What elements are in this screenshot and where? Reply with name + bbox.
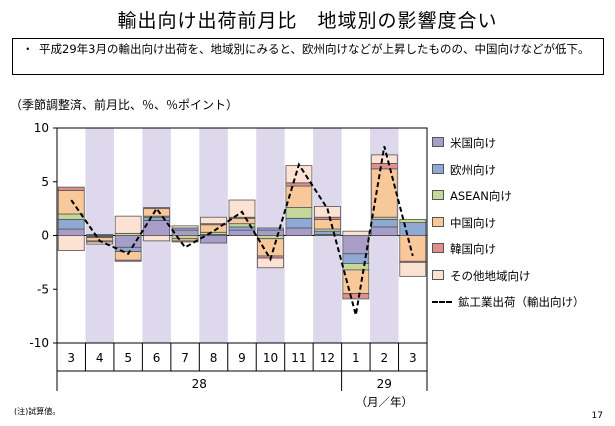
x-tick-label: 1 [352, 351, 360, 365]
bar-segment-china [399, 235, 427, 262]
legend-item-asean: ASEAN向け [432, 188, 602, 204]
y-tick-label: 0 [41, 229, 49, 243]
bar-segment-asean [285, 207, 313, 219]
bar-segment-other [171, 225, 199, 229]
bar-segment-other [399, 261, 427, 277]
legend-item-other: その他地域向け [432, 268, 602, 284]
shipment-line [70, 146, 414, 316]
legend-swatch [432, 216, 444, 227]
bar-segment-us [370, 226, 398, 236]
bar-segment-china [370, 168, 398, 218]
bar-segment-asean [257, 235, 284, 240]
bar-segment-us [171, 229, 199, 236]
legend-label: 米国向け [450, 136, 496, 150]
bar-segment-korea [171, 240, 199, 243]
summary-note: ・ 平成29年3月の輸出向け出荷を、地域別にみると、欧州向けなどが上昇したものの… [12, 38, 604, 75]
x-tick-label: 3 [409, 351, 417, 365]
bar-segment-us [342, 235, 370, 255]
bar-segment-us [285, 227, 313, 236]
x-tick-label: 12 [320, 351, 335, 365]
x-tick-label: 10 [263, 351, 278, 365]
bar-segment-china [257, 238, 284, 257]
y-tick-label: -10 [29, 336, 49, 350]
x-tick-label: 9 [238, 351, 246, 365]
legend-swatch [432, 243, 444, 253]
bar-segment-korea [143, 207, 171, 210]
bar-segment-korea [342, 293, 370, 300]
x-tick-label: 11 [291, 351, 306, 365]
bullet-marker: ・ [22, 42, 34, 56]
bar-segment-us [114, 235, 142, 248]
legend-item-china: 中国向け [432, 215, 602, 231]
bar-segment-us [57, 228, 85, 236]
x-tick-label: 6 [153, 351, 161, 365]
bar-segment-eu [313, 230, 341, 235]
bar-segment-other [86, 241, 114, 245]
legend-item-eu: 欧州向け [432, 162, 602, 178]
x-tick-label: 2 [380, 351, 388, 365]
bar-segment-eu [57, 218, 85, 230]
legend-swatch [432, 190, 444, 200]
bar-segment-us [143, 220, 171, 236]
bar-segment-other [370, 154, 398, 164]
legend-item-line: 鉱工業出荷（輸出向け） [432, 294, 602, 310]
summary-text: 平成29年3月の輸出向け出荷を、地域別にみると、欧州向けなどが上昇したものの、中… [39, 42, 590, 56]
bar-segment-other [57, 235, 85, 251]
units-label: （季節調整済、前月比、％、％ポイント） [10, 98, 239, 112]
x-tick-label: 4 [96, 351, 104, 365]
bar-segment-other [143, 235, 171, 242]
bar-segment-china [143, 208, 171, 217]
footnote: (注)試算値。 [14, 407, 61, 416]
bar-segment-korea [57, 186, 85, 191]
legend-line-marker [432, 301, 452, 303]
y-tick-label: 5 [41, 175, 49, 189]
year-label: 28 [192, 377, 207, 391]
x-unit-label: （月／年） [356, 395, 414, 409]
y-tick-label: -5 [37, 282, 49, 296]
bar-segment-china [57, 189, 85, 215]
bar-segment-other [114, 215, 142, 234]
legend-swatch [432, 269, 444, 280]
bar-segment-eu [114, 246, 142, 253]
legend-swatch [432, 163, 444, 174]
bar-segment-other [285, 165, 313, 184]
bar-segment-china [313, 218, 341, 230]
bar-segment-us [228, 229, 256, 236]
legend-label: ASEAN向け [450, 189, 512, 203]
x-tick-label: 3 [67, 351, 75, 365]
bar-segment-korea [370, 163, 398, 170]
legend-label: その他地域向け [450, 268, 531, 283]
legend-label: 欧州向け [450, 162, 496, 177]
x-tick-label: 7 [181, 351, 189, 365]
legend-swatch [432, 137, 444, 147]
legend-item-us: 米国向け [432, 135, 602, 151]
bar-segment-eu [370, 218, 398, 228]
bar-segment-us [257, 229, 284, 236]
bar-segment-other [200, 216, 227, 225]
legend-label: 韓国向け [450, 242, 496, 256]
bar-segment-korea [285, 182, 313, 187]
y-tick-label: 10 [34, 121, 49, 135]
bar-segment-eu [285, 217, 313, 229]
bar-segment-other [342, 230, 370, 236]
bar-segment-other [228, 199, 256, 218]
bar-segment-asean [399, 218, 427, 223]
x-tick-label: 8 [210, 351, 218, 365]
legend-item-korea: 韓国向け [432, 241, 602, 257]
legend-label: 中国向け [450, 215, 496, 230]
year-label: 29 [377, 377, 392, 391]
x-tick-label: 5 [124, 351, 132, 365]
legend-label: 鉱工業出荷（輸出向け） [458, 295, 585, 309]
page-title: 輸出向け出荷前月比 地域別の影響度合い [117, 10, 498, 32]
bar-segment-korea [114, 259, 142, 262]
bar-segment-asean [171, 235, 199, 240]
bar-segment-china [228, 217, 256, 225]
page-number: 17 [591, 411, 603, 421]
bar-segment-eu [257, 227, 284, 231]
